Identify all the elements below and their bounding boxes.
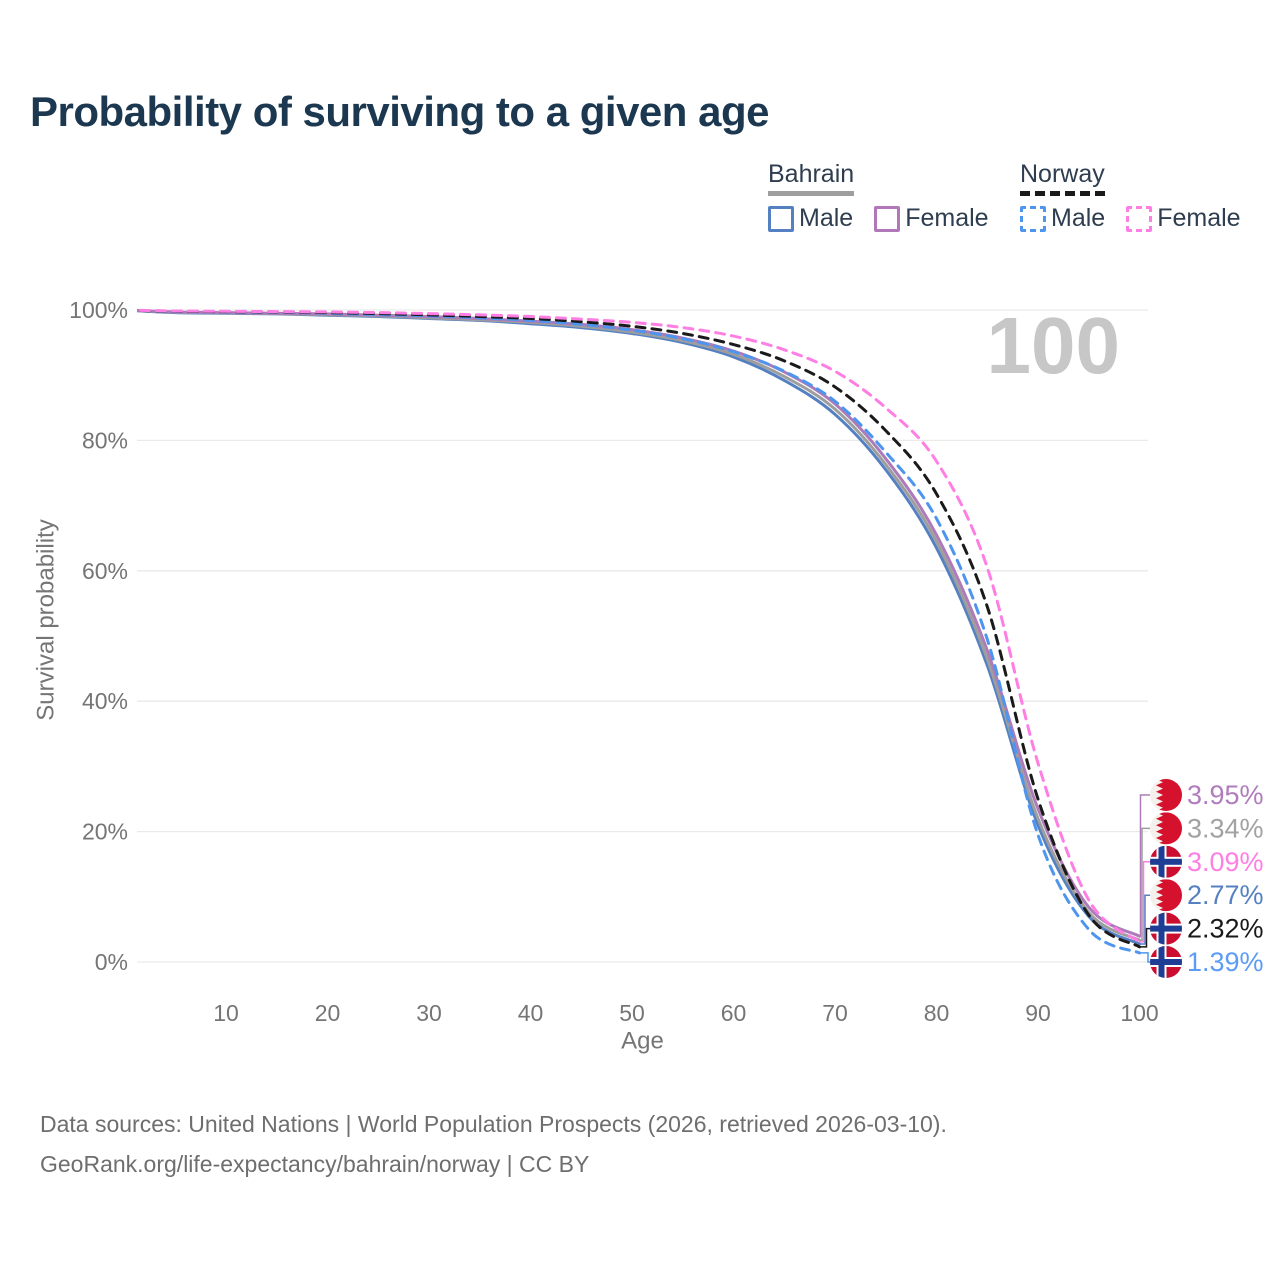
end-label-connector-bahrain-male bbox=[1139, 894, 1150, 945]
end-label-bahrain-male: 2.77% bbox=[1187, 880, 1264, 910]
bahrain-flag-icon bbox=[1150, 812, 1182, 845]
end-label-connector-bahrain-both-sexes bbox=[1139, 827, 1150, 941]
y-tick-label-0: 0% bbox=[95, 949, 128, 975]
end-labels-layer: 3.95%3.34% 3.09%2.77% 2.32%1.39% bbox=[1139, 779, 1264, 978]
legend-item-norway-female[interactable]: Female bbox=[1126, 204, 1241, 233]
bahrain-flag-icon bbox=[1150, 779, 1182, 811]
curves-layer bbox=[125, 308, 1141, 955]
page-title: Probability of surviving to a given age bbox=[30, 88, 769, 135]
norway-female-swatch-icon bbox=[1126, 205, 1153, 232]
age-watermark: 100 bbox=[987, 301, 1120, 390]
legend-item-norway-male[interactable]: Male bbox=[1020, 204, 1105, 233]
norway-flag-icon bbox=[1150, 912, 1182, 945]
x-tick-label-100: 100 bbox=[1120, 1000, 1158, 1026]
x-tick-label-70: 70 bbox=[822, 1000, 848, 1026]
y-axis-title: Survival probability bbox=[33, 519, 60, 720]
y-tick-label-40: 40% bbox=[82, 688, 128, 714]
curve-norway-both-sexes[interactable] bbox=[125, 308, 1141, 949]
end-label-connector-bahrain-female bbox=[1139, 794, 1150, 937]
legend-label-bahrain-female: Female bbox=[905, 204, 989, 232]
legend-header-norway[interactable]: Norway bbox=[1020, 160, 1105, 196]
y-tick-label-20: 20% bbox=[82, 819, 128, 845]
y-tick-label-80: 80% bbox=[82, 427, 128, 453]
x-tick-label-20: 20 bbox=[315, 1000, 341, 1026]
x-tick-label-50: 50 bbox=[619, 1000, 645, 1026]
legend-group-bahrain: Bahrain Male Female bbox=[768, 160, 1010, 233]
bahrain-female-swatch-icon bbox=[874, 205, 901, 232]
norway-flag-icon bbox=[1150, 946, 1182, 978]
legend-label-norway-male: Male bbox=[1051, 204, 1106, 232]
footer-source-line: Data sources: United Nations | World Pop… bbox=[40, 1111, 947, 1137]
curve-bahrain-both-sexes[interactable] bbox=[125, 309, 1141, 942]
x-axis-title: Age bbox=[621, 1028, 664, 1055]
curve-norway-female[interactable] bbox=[125, 308, 1141, 944]
bahrain-male-swatch-icon bbox=[768, 205, 794, 232]
end-label-bahrain-female: 3.95% bbox=[1187, 780, 1264, 810]
x-tick-label-40: 40 bbox=[518, 1000, 544, 1026]
legend-group-norway: Norway Male Female bbox=[1020, 160, 1262, 233]
norway-male-swatch-icon bbox=[1020, 205, 1046, 232]
legend-items-bahrain: Male Female bbox=[768, 204, 1010, 233]
x-tick-label-10: 10 bbox=[213, 1000, 239, 1026]
legend-header-bahrain[interactable]: Bahrain bbox=[768, 160, 855, 196]
x-tick-label-90: 90 bbox=[1025, 1000, 1051, 1026]
end-label-norway-both-sexes: 2.32% bbox=[1187, 914, 1264, 944]
y-tick-label-60: 60% bbox=[82, 558, 128, 584]
legend-label-norway-female: Female bbox=[1157, 204, 1241, 232]
legend-label-bahrain-male: Male bbox=[799, 204, 854, 232]
x-tick-label-60: 60 bbox=[721, 1000, 747, 1026]
end-label-connector-norway-male bbox=[1139, 952, 1150, 963]
chart-footer: Data sources: United Nations | World Pop… bbox=[40, 1104, 947, 1184]
legend-items-norway: Male Female bbox=[1020, 204, 1262, 233]
legend-item-bahrain-male[interactable]: Male bbox=[768, 204, 853, 233]
x-tick-label-30: 30 bbox=[416, 1000, 442, 1026]
norway-flag-icon bbox=[1150, 845, 1182, 878]
curve-norway-male[interactable] bbox=[125, 308, 1141, 955]
end-label-connector-norway-female bbox=[1139, 861, 1150, 943]
bahrain-flag-icon bbox=[1150, 879, 1182, 912]
end-label-norway-male: 1.39% bbox=[1187, 947, 1264, 977]
curve-bahrain-female[interactable] bbox=[125, 309, 1141, 938]
curve-bahrain-male[interactable] bbox=[125, 309, 1141, 946]
y-tick-label-100: 100% bbox=[69, 297, 128, 323]
end-label-norway-female: 3.09% bbox=[1187, 847, 1264, 877]
x-tick-label-80: 80 bbox=[924, 1000, 950, 1026]
end-label-connector-norway-both-sexes bbox=[1139, 927, 1150, 948]
footer-url-line: GeoRank.org/life-expectancy/bahrain/norw… bbox=[40, 1151, 590, 1177]
end-label-bahrain-both-sexes: 3.34% bbox=[1187, 813, 1264, 843]
legend-item-bahrain-female[interactable]: Female bbox=[874, 204, 989, 233]
